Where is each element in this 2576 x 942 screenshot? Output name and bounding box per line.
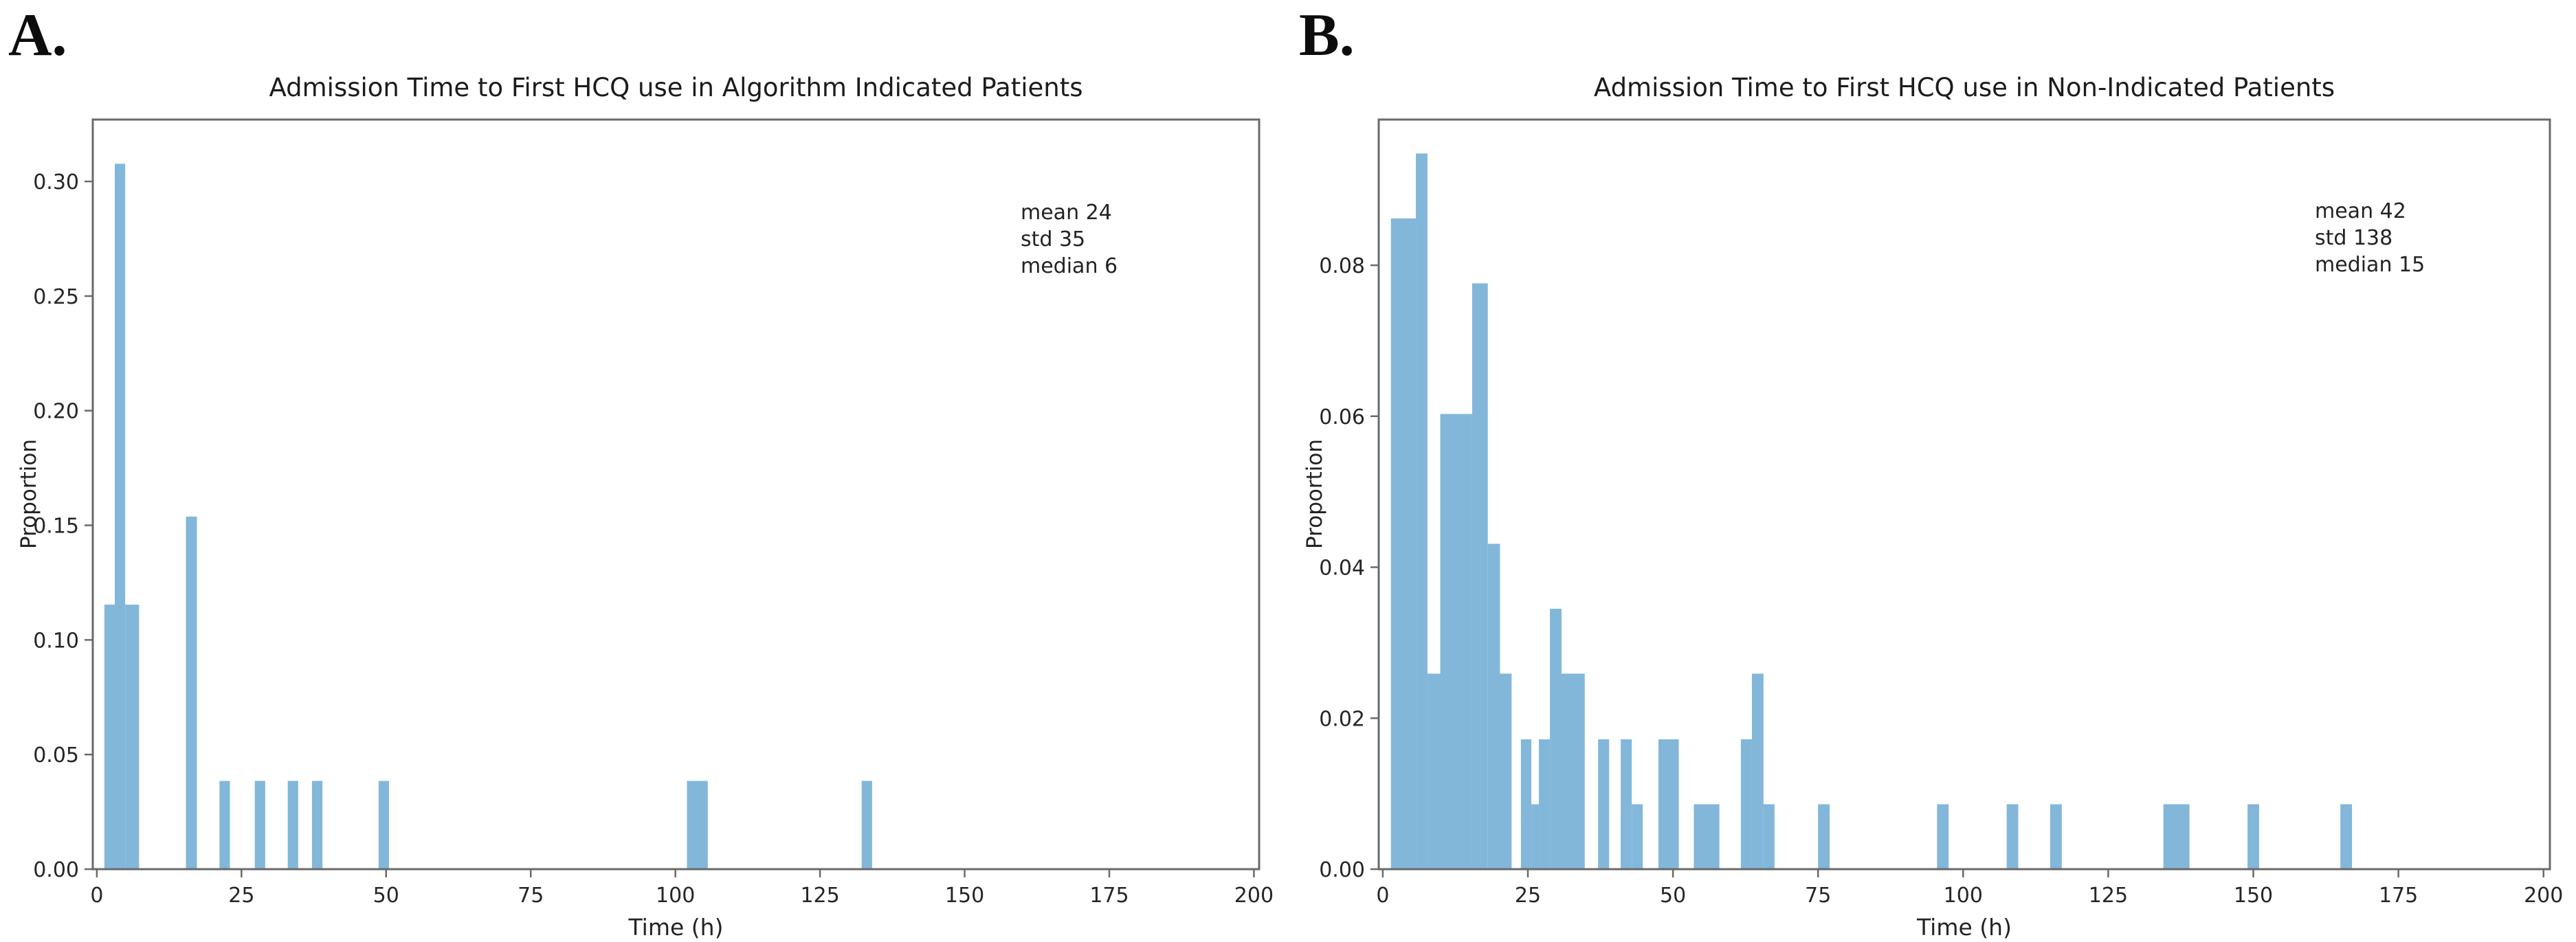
x-tick-label: 175	[2379, 884, 2418, 908]
x-tick-label: 0	[90, 884, 103, 908]
histogram-bar	[1632, 804, 1643, 869]
panel-a-chart-canvas: 0 25 50 75 100 125 150 175 200 0.00 0.05 0.10 0.15 0.…	[33, 118, 1274, 908]
y-tick-label: 0.10	[33, 629, 79, 653]
x-tick-label: 25	[228, 884, 254, 908]
panel-b-x-axis-label: Time (h)	[1917, 914, 2012, 941]
panel-a-stat-std: std 35	[1021, 227, 1086, 251]
histogram-bar	[1818, 804, 1830, 869]
histogram-bar	[1440, 414, 1472, 869]
x-tick-label: 0	[1376, 884, 1389, 908]
x-tick-label: 75	[1805, 884, 1831, 908]
histogram-bar	[1621, 739, 1632, 869]
panel-a-stat-median: median 6	[1021, 254, 1118, 278]
histogram-bar	[1487, 543, 1500, 869]
histogram-bar	[114, 164, 126, 870]
histogram-bar	[1500, 673, 1512, 869]
histogram-bar	[312, 781, 323, 869]
x-tick-label: 100	[656, 884, 695, 908]
histogram-bar	[186, 516, 197, 869]
x-tick-label: 200	[1234, 884, 1274, 908]
y-tick-label: 0.08	[1319, 254, 1365, 278]
y-tick-label: 0.05	[33, 743, 79, 767]
panel-a-stats-annotation: mean 24 std 35 median 6	[1021, 199, 1118, 280]
x-tick-label: 100	[1944, 884, 1983, 908]
y-tick-label: 0.20	[33, 400, 79, 424]
histogram-bar	[2050, 804, 2062, 869]
panel-a-stat-mean: mean 24	[1021, 201, 1112, 225]
x-tick-label: 150	[2234, 884, 2273, 908]
panel-a-title: Admission Time to First HCQ use in Algor…	[269, 73, 1083, 102]
panel-b-chart-canvas: 0 25 50 75 100 125 150 175 200 0.00 0.02 0.04 0.06 0.…	[1319, 118, 2563, 908]
x-tick-label: 125	[2089, 884, 2128, 908]
panel-a-letter: A.	[8, 2, 67, 69]
x-tick-label: 75	[518, 884, 544, 908]
histogram-bar	[1598, 739, 1610, 869]
histogram-bar	[1751, 673, 1764, 869]
histogram-bar	[378, 781, 389, 869]
y-tick-label: 0.04	[1319, 557, 1365, 581]
histogram-bar	[287, 781, 298, 869]
histogram-bar	[2163, 804, 2190, 869]
x-tick-label: 50	[373, 884, 399, 908]
histogram-bar	[1416, 153, 1428, 870]
histogram-bar	[125, 604, 140, 869]
y-tick-label: 0.25	[33, 285, 79, 309]
x-tick-label: 175	[1089, 884, 1129, 908]
histogram-bar	[1520, 739, 1532, 869]
histogram-bar	[2247, 804, 2259, 869]
histogram-bar	[104, 604, 115, 869]
panel-b-stat-std: std 138	[2315, 226, 2393, 250]
x-tick-label: 125	[800, 884, 839, 908]
panel-a-x-axis-label: Time (h)	[628, 914, 724, 941]
x-tick-label: 50	[1660, 884, 1686, 908]
histogram-bar	[1472, 283, 1488, 870]
histogram-bar	[2006, 804, 2019, 869]
histogram-bar	[1740, 739, 1752, 869]
histogram-bar	[1427, 673, 1441, 869]
histogram-bar	[1694, 804, 1720, 869]
x-tick-label: 150	[945, 884, 984, 908]
histogram-bar	[861, 781, 872, 869]
panel-b-title: Admission Time to First HCQ use in Non-I…	[1593, 73, 2335, 102]
y-tick-label: 0.00	[33, 858, 79, 882]
histogram-bar	[1531, 804, 1540, 869]
y-tick-label: 0.00	[1319, 858, 1365, 882]
axes-frame	[1377, 118, 2551, 871]
x-tick-label: 25	[1515, 884, 1541, 908]
histogram-bar	[1550, 608, 1562, 869]
histogram-bar	[254, 781, 265, 869]
histogram-bar	[1539, 739, 1551, 869]
histogram-bar	[2340, 804, 2353, 869]
panel-b-stat-median: median 15	[2315, 253, 2425, 277]
histogram-bar	[1561, 673, 1585, 869]
y-tick-label: 0.15	[33, 515, 79, 539]
panel-b-letter: B.	[1299, 2, 1355, 69]
panel-b-stat-mean: mean 42	[2315, 199, 2406, 223]
y-tick-label: 0.06	[1319, 405, 1365, 429]
histogram-bar	[219, 781, 230, 869]
histogram-bar	[1937, 804, 1949, 869]
y-tick-label: 0.30	[33, 170, 79, 194]
panel-b-stats-annotation: mean 42 std 138 median 15	[2315, 198, 2425, 278]
y-tick-label: 0.02	[1319, 707, 1365, 731]
histogram-bar	[1658, 739, 1679, 869]
histogram-bar	[1763, 804, 1775, 869]
x-tick-label: 200	[2524, 884, 2563, 908]
histogram-bar	[1390, 218, 1417, 870]
histogram-bar	[687, 781, 708, 869]
